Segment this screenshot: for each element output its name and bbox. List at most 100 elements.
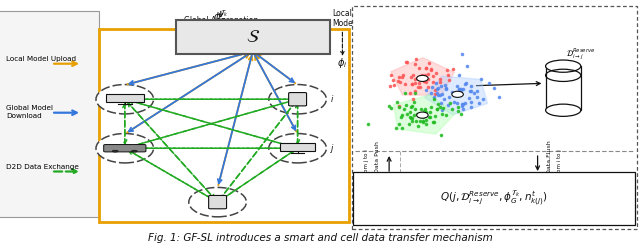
Point <box>435 105 445 109</box>
Point <box>419 80 429 84</box>
Point <box>405 91 415 95</box>
Point <box>463 96 474 99</box>
Ellipse shape <box>189 187 246 217</box>
Point <box>426 67 436 71</box>
Point <box>435 133 445 137</box>
Point <box>440 86 451 90</box>
Point <box>419 107 429 110</box>
Point <box>406 116 416 120</box>
Point <box>411 119 421 123</box>
Point <box>431 81 441 85</box>
FancyBboxPatch shape <box>104 145 146 152</box>
Point <box>431 71 441 75</box>
Point <box>493 95 504 99</box>
Point <box>410 100 420 104</box>
FancyBboxPatch shape <box>289 93 307 106</box>
Point <box>454 73 464 77</box>
Point <box>408 97 419 101</box>
Point <box>422 77 433 81</box>
Point <box>388 78 398 82</box>
Point <box>407 82 417 86</box>
Point <box>426 68 436 72</box>
Point <box>436 85 447 88</box>
Point <box>410 89 420 93</box>
Point <box>420 66 431 70</box>
Point <box>439 98 449 101</box>
Point <box>407 117 417 121</box>
FancyBboxPatch shape <box>106 94 144 102</box>
Ellipse shape <box>96 134 154 163</box>
Text: i: i <box>331 95 333 104</box>
Point <box>465 100 476 104</box>
Point <box>461 81 472 85</box>
Point <box>454 87 464 91</box>
FancyBboxPatch shape <box>209 196 227 209</box>
Point <box>456 88 467 92</box>
Text: Local
Mode: Local Mode <box>332 9 353 28</box>
Point <box>428 120 438 124</box>
Point <box>419 109 429 113</box>
Point <box>428 74 438 78</box>
Point <box>436 101 446 105</box>
Text: Global Aggregation: Global Aggregation <box>184 16 258 25</box>
Point <box>457 102 467 106</box>
Text: Local Model Upload: Local Model Upload <box>6 56 77 62</box>
Point <box>436 112 447 116</box>
Point <box>406 105 417 109</box>
Point <box>457 104 467 108</box>
Point <box>399 82 410 86</box>
Point <box>404 122 414 126</box>
Point <box>456 92 466 96</box>
Point <box>394 105 404 109</box>
Point <box>465 89 476 93</box>
Point <box>421 118 431 122</box>
Point <box>429 92 440 96</box>
Point <box>452 105 463 109</box>
Point <box>415 74 426 78</box>
Point <box>456 112 466 116</box>
Point <box>440 84 450 87</box>
Point <box>437 92 447 96</box>
Ellipse shape <box>132 150 138 152</box>
Point <box>406 119 417 123</box>
Point <box>398 73 408 77</box>
Point <box>406 75 416 79</box>
Text: from i to j: from i to j <box>557 149 563 176</box>
Point <box>435 80 445 84</box>
Point <box>419 115 429 119</box>
Point <box>385 84 395 88</box>
Point <box>429 95 440 99</box>
Point <box>383 104 394 108</box>
Point <box>410 91 420 95</box>
Point <box>416 107 426 111</box>
Point <box>420 88 431 92</box>
Point <box>447 108 457 111</box>
Point <box>444 78 454 82</box>
Point <box>409 113 419 117</box>
Point <box>394 122 404 126</box>
Point <box>401 61 411 64</box>
Point <box>405 115 415 119</box>
Text: $\phi_G^{\mathcal{T}_k}$: $\phi_G^{\mathcal{T}_k}$ <box>213 9 228 26</box>
Point <box>407 82 417 86</box>
Point <box>402 60 412 64</box>
Point <box>429 120 439 123</box>
Point <box>410 77 420 81</box>
Point <box>431 107 442 110</box>
Point <box>452 101 462 105</box>
Point <box>397 75 407 79</box>
FancyBboxPatch shape <box>176 20 330 54</box>
Point <box>412 112 422 116</box>
Polygon shape <box>394 95 456 134</box>
Ellipse shape <box>452 91 463 98</box>
Point <box>484 81 494 85</box>
Point <box>410 81 420 85</box>
Polygon shape <box>425 76 488 115</box>
Point <box>476 77 486 81</box>
Point <box>364 122 374 126</box>
Point <box>420 110 431 114</box>
Point <box>426 91 436 95</box>
Point <box>443 103 453 107</box>
Text: Fig. 1: GF-SL introduces a smart and cell data transfer mechanism: Fig. 1: GF-SL introduces a smart and cel… <box>148 233 492 243</box>
Point <box>444 101 454 105</box>
